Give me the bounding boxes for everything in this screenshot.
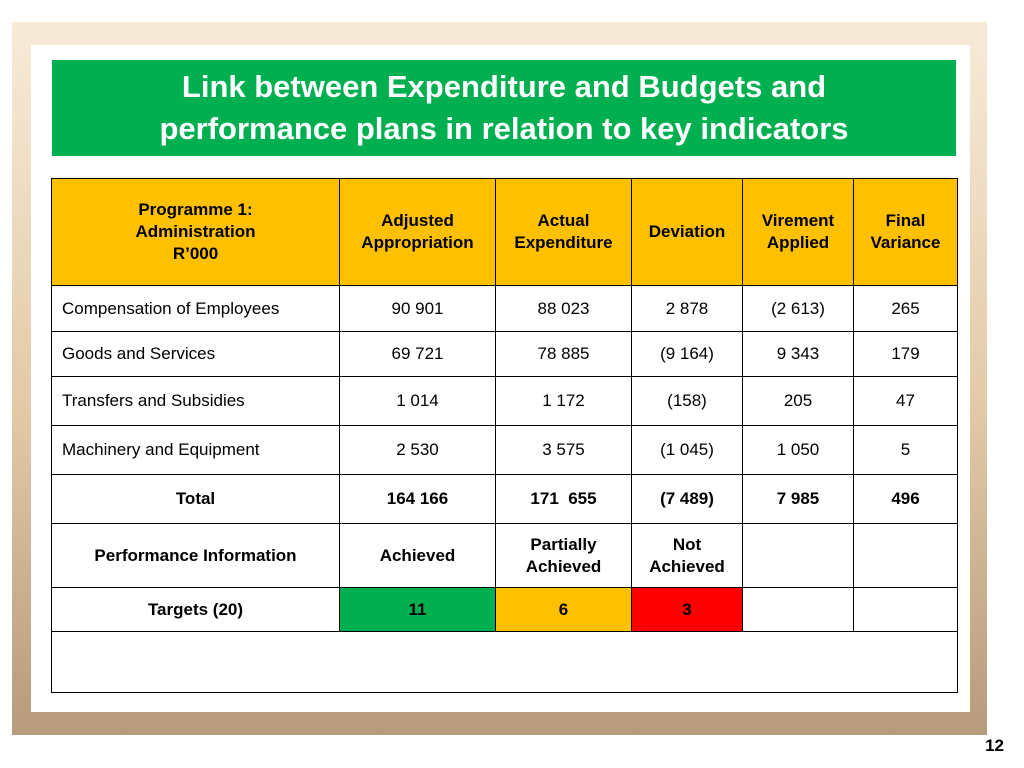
row-virement: 1 050 — [742, 425, 854, 475]
total-label: Total — [51, 474, 340, 524]
performance-not-achieved: Not Achieved — [631, 523, 743, 588]
header-adjusted-appropriation: Adjusted Appropriation — [339, 178, 496, 286]
table-row: Compensation of Employees 90 901 88 023 … — [51, 285, 958, 332]
expenditure-table: Programme 1: Administration R’000 Adjust… — [51, 178, 958, 693]
row-deviation: 2 878 — [631, 285, 743, 332]
performance-label: Performance Information — [51, 523, 340, 588]
table-row: Goods and Services 69 721 78 885 (9 164)… — [51, 331, 958, 377]
row-virement: 9 343 — [742, 331, 854, 377]
targets-empty-cell — [742, 587, 854, 632]
row-adjusted: 69 721 — [339, 331, 496, 377]
targets-row: Targets (20) 11 6 3 — [51, 587, 958, 632]
total-adjusted: 164 166 — [339, 474, 496, 524]
row-deviation: (9 164) — [631, 331, 743, 377]
total-final: 496 — [853, 474, 958, 524]
row-actual: 78 885 — [495, 331, 632, 377]
row-deviation: (158) — [631, 376, 743, 426]
total-row: Total 164 166 171 655 (7 489) 7 985 496 — [51, 474, 958, 524]
performance-empty-cell — [742, 523, 854, 588]
row-adjusted: 1 014 — [339, 376, 496, 426]
row-item: Machinery and Equipment — [51, 425, 340, 475]
blank-cell — [51, 631, 958, 693]
total-actual: 171 655 — [495, 474, 632, 524]
row-virement: (2 613) — [742, 285, 854, 332]
row-actual: 1 172 — [495, 376, 632, 426]
targets-partially-achieved: 6 — [495, 587, 632, 632]
header-actual-expenditure: Actual Expenditure — [495, 178, 632, 286]
title-line-1: Link between Expenditure and Budgets and — [181, 69, 827, 104]
header-deviation: Deviation — [631, 178, 743, 286]
blank-row — [51, 631, 958, 693]
row-adjusted: 2 530 — [339, 425, 496, 475]
row-final: 265 — [853, 285, 958, 332]
performance-achieved: Achieved — [339, 523, 496, 588]
row-actual: 3 575 — [495, 425, 632, 475]
header-programme: Programme 1: Administration R’000 — [51, 178, 340, 286]
row-actual: 88 023 — [495, 285, 632, 332]
header-virement-applied: Virement Applied — [742, 178, 854, 286]
row-final: 47 — [853, 376, 958, 426]
table-row: Transfers and Subsidies 1 014 1 172 (158… — [51, 376, 958, 426]
total-deviation: (7 489) — [631, 474, 743, 524]
row-item: Transfers and Subsidies — [51, 376, 340, 426]
performance-empty-cell — [853, 523, 958, 588]
row-virement: 205 — [742, 376, 854, 426]
performance-partially-achieved: Partially Achieved — [495, 523, 632, 588]
targets-label: Targets (20) — [51, 587, 340, 632]
targets-not-achieved: 3 — [631, 587, 743, 632]
targets-empty-cell — [853, 587, 958, 632]
row-item: Goods and Services — [51, 331, 340, 377]
row-final: 5 — [853, 425, 958, 475]
table-row: Machinery and Equipment 2 530 3 575 (1 0… — [51, 425, 958, 475]
row-adjusted: 90 901 — [339, 285, 496, 332]
slide-title: Link between Expenditure and Budgets and… — [52, 60, 956, 156]
table-header-row: Programme 1: Administration R’000 Adjust… — [51, 178, 958, 286]
row-final: 179 — [853, 331, 958, 377]
targets-achieved: 11 — [339, 587, 496, 632]
performance-row: Performance Information Achieved Partial… — [51, 523, 958, 588]
total-virement: 7 985 — [742, 474, 854, 524]
row-item: Compensation of Employees — [51, 285, 340, 332]
row-deviation: (1 045) — [631, 425, 743, 475]
header-final-variance: Final Variance — [853, 178, 958, 286]
title-line-2: performance plans in relation to key ind… — [159, 111, 849, 146]
page-number: 12 — [985, 736, 1004, 755]
